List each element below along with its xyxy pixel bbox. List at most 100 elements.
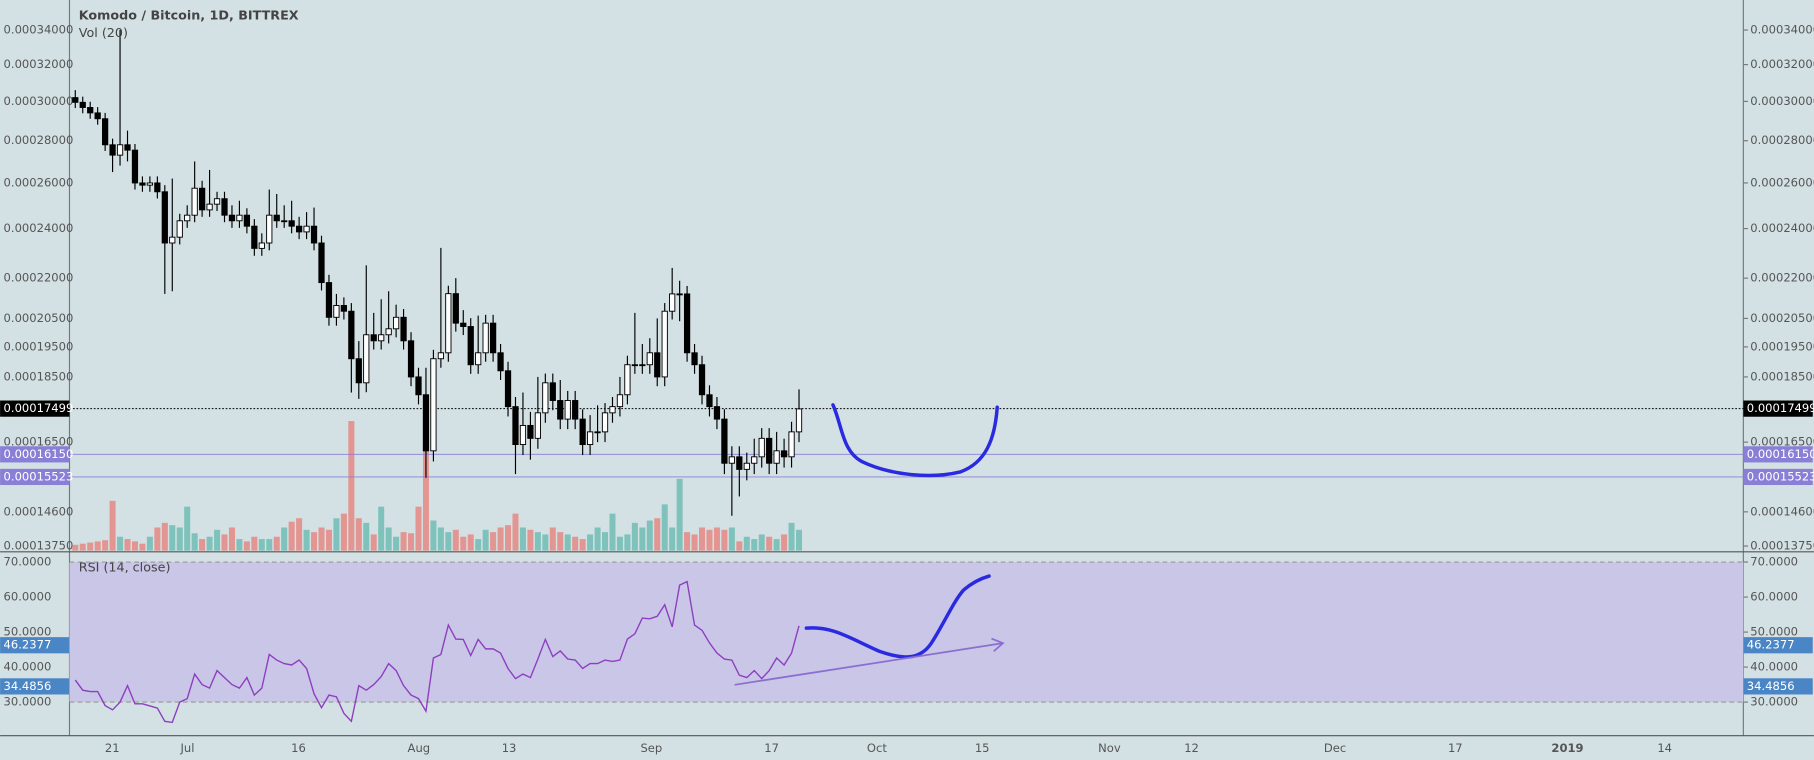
candle-body: [683, 293, 691, 354]
candle-body: [325, 282, 333, 318]
candle-body: [445, 293, 452, 354]
candle-body: [475, 352, 482, 366]
volume-bar: [154, 527, 161, 551]
y-tick-label-right: 0.00024000: [1750, 221, 1814, 235]
volume-bar: [131, 541, 138, 551]
x-tick-label: Aug: [408, 741, 431, 755]
price-badge: [1743, 446, 1813, 463]
candle-body: [542, 382, 549, 414]
volume-bar: [661, 504, 668, 551]
candle-body: [198, 187, 206, 211]
candle-body: [631, 364, 638, 367]
y-tick-label: 0.00019500: [4, 339, 74, 353]
candle-body: [363, 334, 370, 384]
volume-bar: [766, 536, 773, 551]
volume-bar: [273, 536, 280, 551]
x-tick-label: Dec: [1324, 741, 1346, 755]
candle-body: [303, 225, 310, 233]
candle-body: [489, 322, 497, 354]
volume-bar: [333, 518, 340, 551]
volume-bar: [266, 539, 273, 551]
x-tick-label: 15: [975, 741, 990, 755]
candle-body: [654, 352, 661, 378]
candle-body: [624, 364, 631, 396]
volume-bar: [743, 536, 750, 551]
price-badge: [1743, 400, 1813, 417]
y-tick-label-right: 40.0000: [1750, 660, 1798, 674]
candle-body: [288, 220, 295, 227]
volume-bar: [706, 529, 713, 551]
y-tick-label-right: 0.00030000: [1750, 94, 1814, 108]
volume-bar: [654, 518, 661, 551]
candle-body: [169, 236, 176, 244]
candle-body: [94, 112, 101, 120]
candle-body: [273, 214, 280, 222]
y-tick-label-right: 0.00013750: [1750, 539, 1814, 553]
y-tick-label-right: 0.00034000: [1750, 23, 1814, 37]
volume-bar: [146, 536, 153, 551]
candle-body: [318, 242, 325, 284]
volume-bar: [721, 529, 728, 551]
candle-body: [594, 431, 601, 434]
price-badge: [0, 637, 70, 654]
price-badge: [1743, 678, 1813, 695]
volume-bar: [669, 527, 676, 551]
candle-body: [721, 418, 728, 464]
volume-bar: [228, 527, 235, 551]
volume-bar: [124, 539, 131, 551]
price-badge: [0, 446, 70, 463]
candle-body: [743, 462, 750, 470]
candle-body: [557, 400, 564, 420]
volume-bar: [773, 539, 780, 551]
y-tick-label: 0.00018500: [4, 369, 74, 383]
volume-bar: [572, 536, 579, 551]
candle-body: [758, 437, 765, 458]
rsi-band: [69, 562, 1744, 703]
volume-bar: [781, 534, 788, 551]
y-tick-label: 70.0000: [4, 555, 52, 569]
rsi-title: RSI (14, close): [79, 559, 171, 574]
volume-bar: [117, 536, 124, 551]
volume-bar: [542, 534, 549, 551]
candle-body: [72, 97, 79, 103]
x-tick-label: Sep: [640, 741, 662, 755]
y-tick-label-right: 0.00018500: [1750, 369, 1814, 383]
y-tick-label: 60.0000: [4, 590, 52, 604]
price-badge-label: 46.2377: [4, 638, 52, 652]
candle-body: [572, 400, 579, 420]
volume-bar: [736, 541, 743, 551]
candle-body: [467, 326, 474, 366]
volume-bar: [415, 506, 422, 551]
y-tick-label-right: 0.00026000: [1750, 175, 1814, 189]
price-badge: [0, 400, 70, 417]
candle-body: [460, 322, 467, 327]
volume-bar: [699, 527, 706, 551]
volume-bar: [460, 536, 467, 551]
candle-body: [243, 214, 251, 227]
volume-bar: [385, 527, 392, 551]
candle-body: [452, 293, 459, 324]
volume-bar: [430, 520, 437, 551]
volume-bar: [422, 421, 429, 551]
candle-body: [281, 220, 288, 223]
y-tick-label-right: 0.00014600: [1750, 504, 1814, 518]
price-badge-label: 0.00016150: [1747, 447, 1814, 461]
x-tick-label: Nov: [1098, 741, 1121, 755]
candle-body: [176, 220, 183, 238]
chart-title: Komodo / Bitcoin, 1D, BITTREX: [79, 8, 299, 23]
candle-body: [415, 376, 422, 396]
volume-bar: [482, 529, 489, 551]
candle-body: [109, 144, 116, 156]
candle-body: [333, 305, 340, 318]
y-tick-label-right: 0.00019500: [1750, 339, 1814, 353]
candle-body: [676, 293, 683, 296]
volume-bar: [475, 539, 482, 551]
volume-bar: [452, 529, 459, 551]
candle-body: [586, 431, 594, 446]
price-badge: [0, 678, 70, 695]
candle-body: [236, 214, 243, 222]
price-badge-label: 0.00017499: [4, 401, 74, 415]
candle-body: [378, 334, 385, 342]
candle-body: [355, 358, 362, 384]
candle-body: [87, 107, 94, 114]
